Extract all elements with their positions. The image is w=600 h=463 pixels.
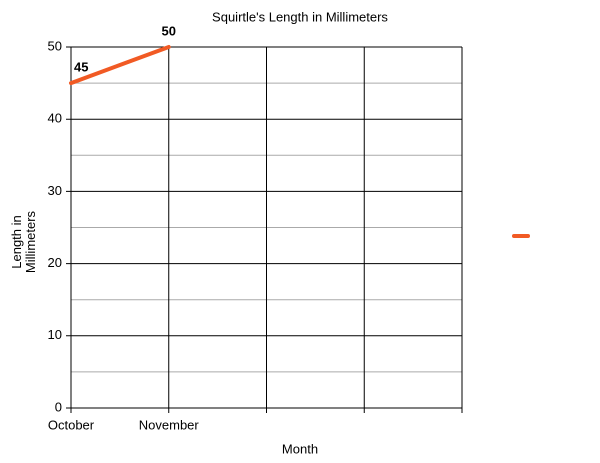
y-tick-label: 50: [48, 38, 62, 53]
data-label: 45: [74, 60, 88, 75]
data-label: 50: [162, 23, 176, 38]
y-axis-label: Length in Millimeters: [9, 210, 38, 274]
line: [69, 45, 171, 86]
y-tick-label: 0: [55, 399, 62, 414]
y-tick-label: 40: [48, 111, 62, 126]
x-tick-label: November: [139, 417, 200, 432]
y-tick-label: 20: [48, 255, 62, 270]
chart-title: Squirtle's Length in Millimeters: [212, 9, 388, 24]
x-tick-label: October: [48, 417, 95, 432]
y-tick-label: 30: [48, 183, 62, 198]
y-tick-label: 10: [48, 327, 62, 342]
x-axis-label: Month: [282, 441, 318, 456]
